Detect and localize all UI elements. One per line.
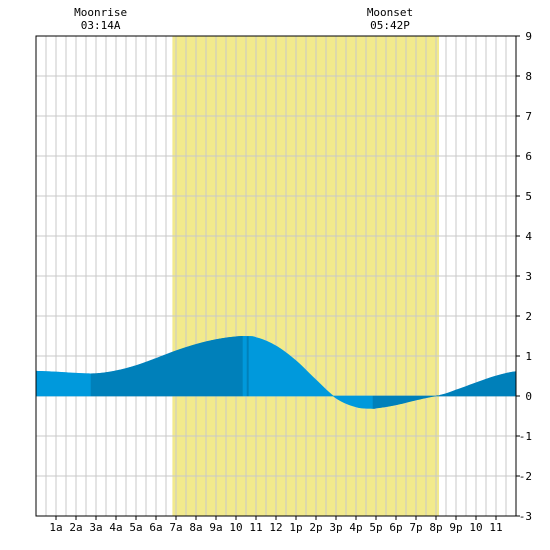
x-tick-label: 5a: [129, 521, 142, 534]
y-tick-label: -2: [519, 470, 532, 483]
y-tick-label: 4: [525, 230, 532, 243]
x-tick-label: 2a: [69, 521, 82, 534]
x-tick-label: 7p: [409, 521, 422, 534]
grid-lines: [36, 36, 516, 516]
x-tick-label: 10: [229, 521, 242, 534]
tide-area: [35, 336, 517, 409]
y-tick-label: 1: [525, 350, 532, 363]
x-tick-label: 5p: [369, 521, 382, 534]
x-tick-label: 3a: [89, 521, 102, 534]
x-tick-label: 8p: [429, 521, 442, 534]
moon-event-label: Moonset: [367, 6, 413, 19]
x-tick-label: 9a: [209, 521, 222, 534]
x-tick-label: 6p: [389, 521, 402, 534]
moon-event-label: Moonrise: [74, 6, 127, 19]
x-tick-label: 2p: [309, 521, 322, 534]
x-tick-label: 1a: [49, 521, 62, 534]
moon-event-time: 03:14A: [81, 19, 121, 32]
y-tick-label: -3: [519, 510, 532, 523]
y-tick-label: -1: [519, 430, 532, 443]
x-axis-ticks: 1a 2a 3a 4a 5a 6a 7a 8a 9a 10 11 12 1p 2p 3p 4p 5p 6p 7p 8p…: [49, 516, 503, 534]
y-tick-label: 3: [525, 270, 532, 283]
x-tick-label: 3p: [329, 521, 342, 534]
x-tick-label: 6a: [149, 521, 162, 534]
y-tick-label: 9: [525, 30, 532, 43]
x-tick-label: 11: [489, 521, 502, 534]
x-tick-label: 10: [469, 521, 482, 534]
y-tick-label: 5: [525, 190, 532, 203]
x-tick-label: 4p: [349, 521, 362, 534]
y-axis-ticks: -3 -2 -1 0 1 2 3 4 5 6 7 8 9: [516, 30, 532, 523]
moon-event-time: 05:42P: [370, 19, 410, 32]
x-tick-label: 1p: [289, 521, 302, 534]
x-tick-label: 4a: [109, 521, 122, 534]
y-tick-label: 0: [525, 390, 532, 403]
x-tick-label: 8a: [189, 521, 202, 534]
y-tick-label: 7: [525, 110, 532, 123]
x-tick-label: 11: [249, 521, 262, 534]
y-tick-label: 6: [525, 150, 532, 163]
y-tick-label: 8: [525, 70, 532, 83]
x-tick-label: 7a: [169, 521, 182, 534]
x-tick-label: 12: [269, 521, 282, 534]
y-tick-label: 2: [525, 310, 532, 323]
x-tick-label: 9p: [449, 521, 462, 534]
